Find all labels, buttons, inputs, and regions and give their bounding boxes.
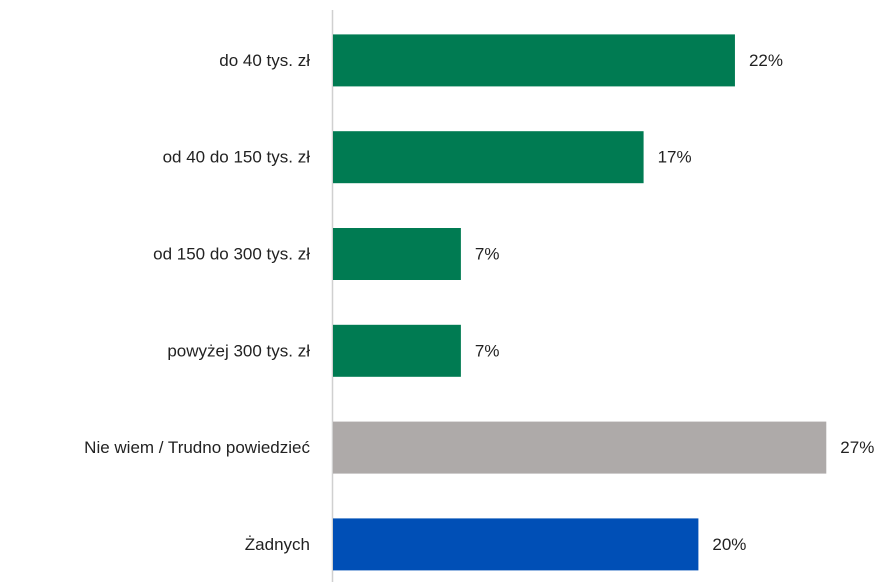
value-label: 17% xyxy=(658,148,692,167)
category-label: od 40 do 150 tys. zł xyxy=(163,148,311,167)
value-label: 27% xyxy=(840,438,874,457)
bar xyxy=(333,518,699,571)
category-label: powyżej 300 tys. zł xyxy=(167,341,310,360)
bar xyxy=(333,421,827,474)
bar xyxy=(333,228,461,280)
category-label: Żadnych xyxy=(245,535,310,554)
category-label: Nie wiem / Trudno powiedzieć xyxy=(84,438,310,457)
category-label: do 40 tys. zł xyxy=(219,51,310,70)
category-label: od 150 do 300 tys. zł xyxy=(153,244,310,263)
bar xyxy=(333,324,461,377)
value-label: 7% xyxy=(475,244,500,263)
bar xyxy=(333,34,735,87)
bar xyxy=(333,131,644,184)
value-label: 20% xyxy=(712,535,746,554)
value-label: 22% xyxy=(749,51,783,70)
value-label: 7% xyxy=(475,341,500,360)
